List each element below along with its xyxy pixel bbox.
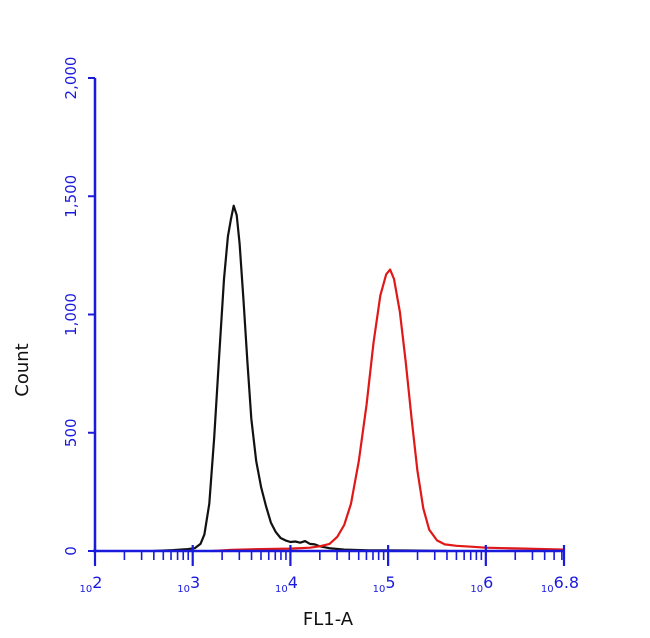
histogram-series-line-1: [152, 204, 448, 553]
x-tick-label: 106: [470, 573, 493, 595]
x-tick-label: 103: [177, 573, 200, 595]
x-tick-label: 102: [80, 573, 103, 595]
plot-lines: [152, 204, 566, 553]
x-tick-label: 105: [373, 573, 396, 595]
y-axis-title: Count: [12, 343, 33, 396]
x-tick-label: 104: [275, 573, 298, 595]
x-axis-title: FL1-A: [303, 609, 354, 630]
y-tick-label: 500: [62, 418, 80, 447]
y-tick-label: 0: [62, 546, 80, 556]
x-ticks: 102 103 104 105 106 106.8: [80, 545, 579, 595]
axes: [93, 78, 564, 553]
y-tick-label: 1,500: [62, 175, 80, 218]
y-tick-label: 1,000: [62, 293, 80, 336]
x-tick-label: 106.8: [541, 573, 579, 595]
y-tick-label: 2,000: [62, 57, 80, 100]
y-ticks: 0 500 1,000 1,500 2,000: [62, 57, 95, 556]
histogram-series-line-2: [211, 268, 566, 553]
